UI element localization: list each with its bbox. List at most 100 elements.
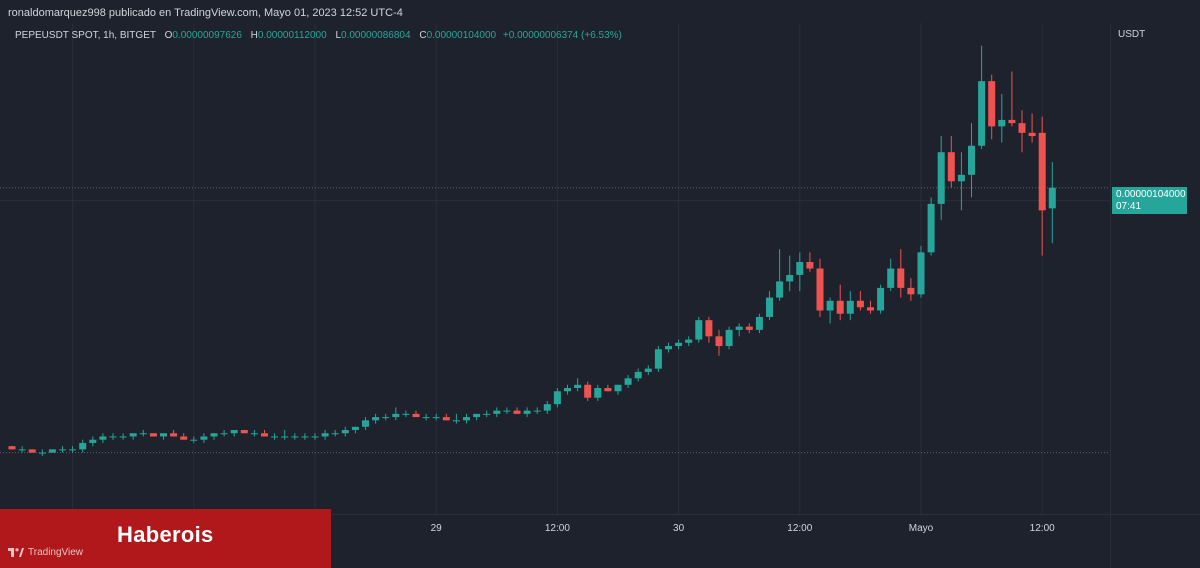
candle-body [432,417,440,419]
candle-body [816,268,824,311]
candle-body [745,326,753,330]
candle-body [907,287,915,295]
candle-body [493,410,501,414]
candle-body [1048,187,1056,209]
tradingview-brand[interactable]: TradingView [8,547,83,558]
candle-body [937,152,945,204]
watermark-text: Haberois [117,522,214,547]
candle-body [261,433,268,437]
tradingview-brand-label: TradingView [28,547,84,558]
candle-body [483,413,491,415]
candle-body [887,268,895,288]
candle-body [523,410,531,414]
candle-body [79,442,87,450]
legend-low-key: L [335,30,342,41]
candle-body [1018,123,1026,133]
candle-body [564,388,571,392]
last-price-value: 0.00000104000 [1116,189,1186,200]
candle-body [351,426,359,431]
candle-body [584,384,592,398]
candle-body [452,420,460,422]
candle-body [715,336,723,347]
candle-body [160,433,167,437]
candle-body [190,439,198,441]
candle-body [695,320,703,340]
candle-body [624,378,632,385]
candle-body [1038,132,1046,211]
candle-body [281,436,289,438]
time-axis-tick-label: 12:00 [1030,523,1055,534]
time-axis-tick-label: 30 [673,523,685,534]
candle-body [927,203,935,253]
candle-body [776,281,784,298]
legend-high-value: 0.00000112000 [257,30,327,41]
candle-body [109,436,117,438]
candle-body [412,413,420,418]
candle-body [574,384,582,389]
price-axis-unit[interactable]: USDT [1118,29,1146,40]
candle-body [665,346,672,350]
candle-body [69,449,77,451]
candle-body [957,174,965,182]
candle-body [200,436,208,440]
candle-body [725,329,733,347]
candle-body [301,436,309,438]
candle-body [634,371,642,379]
candle-body [654,349,662,369]
candle-body [59,449,66,451]
candle-body [846,300,854,314]
candle-body [271,436,279,438]
ohlc-legend: PEPEUSDT SPOT, 1h, BITGET O0.00000097626… [15,30,622,41]
candle-body [533,410,541,412]
candlestick-chart[interactable]: 0.000000100000.000000200000.000000300000… [0,23,1200,568]
candle-body [129,433,137,437]
candle-body [48,449,56,453]
legend-high-key: H [250,30,258,41]
candle-body [685,339,693,343]
time-axis-tick-label: 12:00 [787,523,812,534]
candle-body [38,452,46,454]
last-price-label: 0.00000104000 07:41 [1112,187,1187,214]
candle-body [402,413,410,415]
candle-body [806,262,814,269]
candle-body [28,449,36,453]
candle-body [826,300,834,311]
candle-body [18,449,26,451]
candle-body [382,417,390,419]
candle-body [675,342,683,347]
legend-low-value: 0.00000086804 [341,30,411,41]
candle-body [149,433,157,437]
chart-area[interactable]: 0.000000100000.000000200000.000000300000… [0,23,1200,568]
candle-body [473,413,481,418]
candle-body [250,433,258,435]
candle-body [836,300,844,314]
candle-body [230,430,238,434]
legend-close-value: 0.00000104000 [426,30,497,41]
candle-body [594,388,602,398]
legend-change: +0.00000006374 (+6.53%) [502,30,622,41]
candle-body [644,368,652,372]
candle-body [513,410,521,414]
candle-body [139,433,147,435]
candle-body [1028,132,1036,137]
candle-body [755,316,763,330]
candle-body [968,145,975,175]
candle-body [331,433,339,435]
candle-body [553,391,561,405]
candle-body [543,404,551,411]
bar-countdown: 07:41 [1116,201,1142,212]
time-axis-tick-label: 29 [431,523,443,534]
candle-body [988,81,996,127]
time-axis-tick-label: Mayo [909,523,934,534]
candle-body [897,268,905,288]
candle-body [8,446,16,450]
watermark-banner [0,509,331,568]
chart-background [0,23,1200,568]
candle-body [877,287,885,311]
candle-body [947,152,955,182]
candle-body [867,307,874,311]
legend-symbol[interactable]: PEPEUSDT SPOT, 1h, BITGET [15,30,156,41]
candle-body [786,274,794,282]
candle-body [220,433,228,435]
candle-body [422,417,430,419]
